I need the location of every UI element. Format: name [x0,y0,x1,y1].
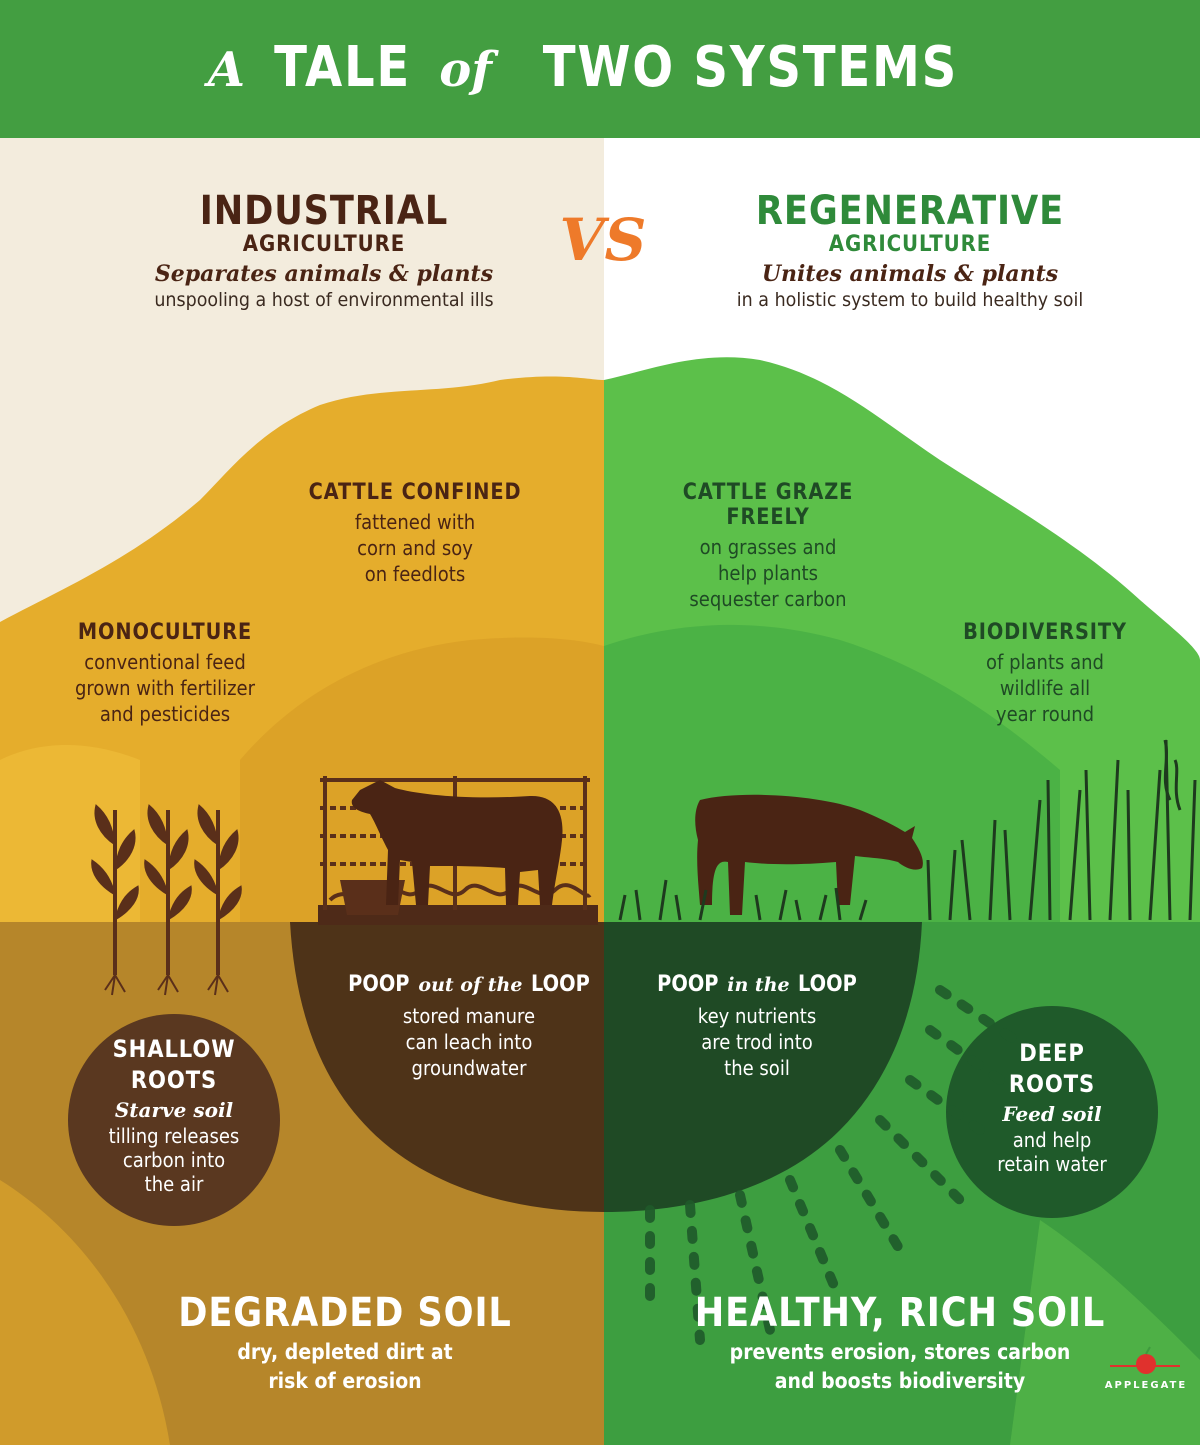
poop-in-line-3: the soil [724,1056,790,1080]
healthy-soil-label: HEALTHY, RICH SOIL prevents erosion, sto… [660,1290,1140,1396]
poop-in-line-1: key nutrients [697,1004,817,1028]
shallow-roots-line-1: tilling releases [108,1124,240,1148]
title-words-two-systems: TWO SYSTEMS [543,35,959,100]
poop-in-heading: POOP in the LOOP [640,972,874,997]
degraded-soil-line-2: risk of erosion [268,1369,422,1393]
cattle-graze-line-1: on grasses and [699,535,837,559]
industrial-soil-shade [0,1180,170,1445]
header-band [0,0,1200,138]
cattle-graze-line-3: sequester carbon [689,587,847,611]
poop-out-word-loop: LOOP [530,972,590,997]
corn-stalk-2 [144,804,192,996]
shallow-roots-line-2: carbon into [122,1148,226,1172]
degraded-soil-heading: DEGRADED SOIL [178,1290,512,1336]
applegate-logo-mark [1110,1346,1180,1374]
poop-in-label: POOP in the LOOP key nutrients are trod … [640,972,874,1081]
shallow-roots-tagline: Starve soil [114,1098,234,1122]
poop-out-line-1: stored manure [402,1004,536,1028]
healthy-soil-line-1: prevents erosion, stores carbon [729,1340,1071,1364]
biodiversity-label: BIODIVERSITY of plants and wildlife all … [950,620,1140,727]
cattle-graze-label: CATTLE GRAZE FREELY on grasses and help … [620,480,916,612]
monoculture-label: MONOCULTURE conventional feed grown with… [50,620,280,727]
monoculture-line-1: conventional feed [84,650,246,674]
grazing-cow-silhouette [695,794,923,915]
biodiversity-line-2: wildlife all [999,676,1091,700]
cattle-confined-label: CATTLE CONFINED fattened with corn and s… [290,480,540,587]
cattle-confined-heading: CATTLE CONFINED [308,480,522,505]
industrial-description: unspooling a host of environmental ills [154,289,494,311]
title-word-a: A [207,42,245,98]
poop-out-label: POOP out of the LOOP stored manure can l… [330,972,608,1081]
deep-roots-line-2: retain water [997,1152,1107,1176]
regenerative-tagline: Unites animals & plants [761,261,1059,287]
regenerative-soil-shade [1010,1220,1200,1445]
regenerative-subtitle: AGRICULTURE [828,232,992,257]
shallow-roots-heading-1: SHALLOW [112,1035,236,1063]
shallow-roots-label: SHALLOW ROOTS Starve soil tilling releas… [84,1034,264,1196]
cattle-confined-line-2: corn and soy [357,536,473,560]
cattle-graze-heading: CATTLE GRAZE FREELY [682,480,854,530]
shallow-roots-line-3: the air [144,1172,204,1196]
applegate-logo-text: APPLEGATE [1104,1380,1188,1391]
cattle-graze-line-2: help plants [718,561,818,585]
poop-out-words-out-of-the: out of the [418,974,523,996]
biodiversity-heading: BIODIVERSITY [963,620,1127,645]
poop-out-line-3: groundwater [411,1056,527,1080]
biodiversity-line-3: year round [995,702,1095,726]
regenerative-description: in a holistic system to build healthy so… [736,289,1084,311]
industrial-subtitle: AGRICULTURE [242,232,406,257]
deep-roots-circle [946,1006,1158,1218]
shallow-roots-circle [68,1014,280,1226]
poop-in-words-in-the: in the [727,974,790,996]
poop-in-word-poop: POOP [657,972,719,997]
title-word-of: of [439,42,492,98]
deep-roots-tagline: Feed soil [1002,1102,1102,1126]
industrial-heading-group: INDUSTRIAL AGRICULTURE Separates animals… [104,188,544,311]
monoculture-heading: MONOCULTURE [77,620,253,645]
industrial-title: INDUSTRIAL [199,188,449,234]
monoculture-line-2: grown with fertilizer [75,676,255,700]
deep-roots-line-1: and help [1012,1128,1092,1152]
industrial-field-left [0,745,140,940]
soil-bowl-right [604,922,922,1212]
confined-cow-silhouette [351,780,563,905]
healthy-soil-line-2: and boosts biodiversity [774,1369,1026,1393]
deep-roots-heading-1: DEEP [1019,1039,1085,1067]
title-word-tale: TALE [273,35,411,100]
poop-out-heading: POOP out of the LOOP [330,972,608,997]
poop-in-word-loop: LOOP [798,972,857,997]
corn-plants-illustration [91,804,242,996]
corn-stalk-3 [194,804,242,996]
healthy-soil-heading: HEALTHY, RICH SOIL [694,1290,1106,1336]
deep-roots-label: DEEP ROOTS Feed soil and help retain wat… [962,1038,1142,1176]
applegate-logo: APPLEGATE [1098,1350,1194,1391]
poop-in-line-2: are trod into [701,1030,813,1054]
degraded-soil-line-1: dry, depleted dirt at [237,1340,453,1364]
soil-bowl-left [290,922,604,1212]
degraded-soil-label: DEGRADED SOIL dry, depleted dirt at risk… [150,1290,540,1396]
industrial-tagline: Separates animals & plants [154,261,494,287]
header-band-texture [0,0,1200,138]
corn-stalk-1 [91,804,139,996]
cattle-confined-line-3: on feedlots [364,562,466,586]
regenerative-heading-group: REGENERATIVE AGRICULTURE Unites animals … [680,188,1140,311]
regenerative-title: REGENERATIVE [755,188,1065,234]
page-title: A TALE of TWO SYSTEMS [0,0,1200,138]
poop-out-word-poop: POOP [348,972,410,997]
grass-silhouette [618,739,1197,921]
biodiversity-line-1: of plants and [986,650,1104,674]
deep-roots-heading-2: ROOTS [1008,1070,1096,1098]
shallow-roots-heading-2: ROOTS [130,1066,218,1094]
monoculture-line-3: and pesticides [99,702,231,726]
vs-label: VS [559,206,647,274]
poop-out-line-2: can leach into [405,1030,533,1054]
root-dash-lines [645,985,1035,1345]
cattle-confined-line-1: fattened with [354,510,476,534]
